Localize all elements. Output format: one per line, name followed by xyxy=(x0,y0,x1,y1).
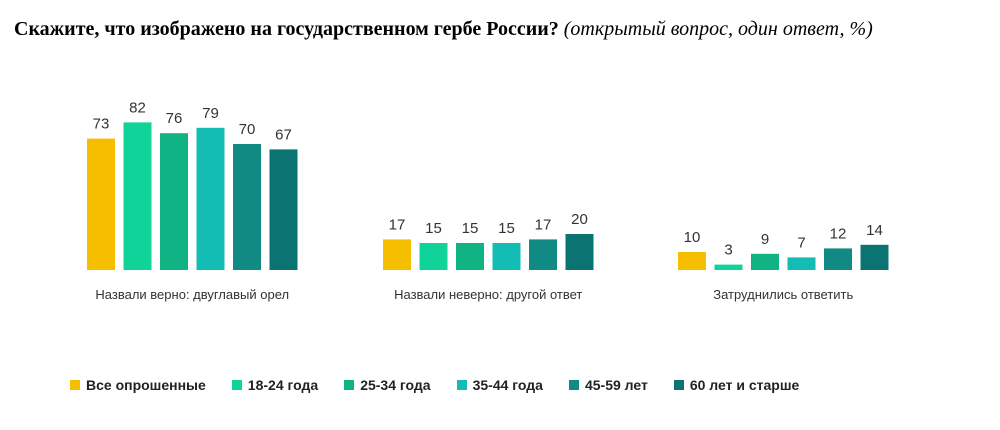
legend-label-2: 18-24 года xyxy=(247,377,319,393)
data-label-3-3: 9 xyxy=(761,231,769,248)
bar-1-6 xyxy=(269,149,298,270)
data-label-1-5: 70 xyxy=(239,121,256,138)
bar-1-4 xyxy=(196,127,225,270)
legend-swatch-4 xyxy=(456,380,467,390)
legend-item-3: 25-34 года xyxy=(344,377,431,393)
legend-label-4: 35-44 года xyxy=(472,377,543,393)
category-label-3: Затруднились ответить xyxy=(713,287,853,302)
bar-3-4 xyxy=(787,257,816,270)
legend-label-6: 60 лет и старше xyxy=(689,377,800,393)
data-label-3-2: 3 xyxy=(724,242,732,259)
question-main: Скажите, что изображено на государственн… xyxy=(14,18,559,40)
legend-swatch-6 xyxy=(673,380,684,390)
data-label-2-6: 20 xyxy=(571,211,588,228)
data-label-2-1: 17 xyxy=(389,216,406,233)
legend-swatch-1 xyxy=(70,380,80,390)
data-label-3-6: 14 xyxy=(866,222,883,239)
data-label-1-1: 73 xyxy=(93,116,110,133)
bar-2-6 xyxy=(565,234,594,270)
bar-3-2 xyxy=(714,264,743,270)
data-label-2-2: 15 xyxy=(425,220,442,237)
bar-2-1 xyxy=(383,239,411,270)
legend-swatch-3 xyxy=(344,380,355,390)
legend-item-5: 45-59 лет xyxy=(568,377,648,393)
bar-2-2 xyxy=(419,243,448,270)
bar-3-1 xyxy=(678,252,706,270)
question-note: (открытый вопрос, один ответ, %) xyxy=(563,18,873,40)
chart-legend: Все опрошенные 18-24 года 25-34 года 35-44 … xyxy=(60,373,955,397)
bar-1-2 xyxy=(123,122,152,271)
legend-label-3: 25-34 года xyxy=(360,377,431,393)
legend-label-1: Все опрошенные xyxy=(86,377,206,393)
legend-item-1: Все опрошенные xyxy=(70,377,206,393)
legend-item-2: 18-24 года xyxy=(231,377,319,393)
bar-3-3 xyxy=(751,253,779,270)
bar-1-5 xyxy=(233,144,261,270)
bar-2-4 xyxy=(492,243,521,270)
data-label-1-2: 82 xyxy=(129,99,146,116)
bar-3-6 xyxy=(860,244,889,270)
bar-2-5 xyxy=(529,239,557,270)
legend-item-4: 35-44 года xyxy=(456,377,543,393)
bar-1-1 xyxy=(87,138,115,270)
category-label-2: Назвали неверно: другой ответ xyxy=(394,287,582,302)
bar-1-3 xyxy=(160,133,188,270)
legend-swatch-5 xyxy=(568,380,579,390)
data-label-1-6: 67 xyxy=(275,126,292,143)
bar-2-3 xyxy=(456,243,484,270)
data-label-2-5: 17 xyxy=(535,216,552,233)
data-label-3-5: 12 xyxy=(830,225,847,242)
data-label-3-4: 7 xyxy=(797,234,805,251)
legend-label-5: 45-59 лет xyxy=(584,377,648,393)
legend-item-6: 60 лет и старше xyxy=(673,377,800,393)
data-label-3-1: 10 xyxy=(684,229,701,246)
data-label-2-3: 15 xyxy=(462,220,479,237)
bar-3-5 xyxy=(824,248,852,270)
question-text: Скажите, что изображено на государственн… xyxy=(14,16,958,42)
data-label-2-4: 15 xyxy=(498,220,515,237)
category-label-1: Назвали верно: двуглавый орел xyxy=(95,287,289,302)
chart-panel: 73 82 76 79 70 67 Назвали верно: двуглавый оре… xyxy=(60,84,955,414)
legend-swatch-2 xyxy=(231,380,242,390)
data-label-1-4: 79 xyxy=(202,105,219,122)
data-label-1-3: 76 xyxy=(166,110,183,127)
